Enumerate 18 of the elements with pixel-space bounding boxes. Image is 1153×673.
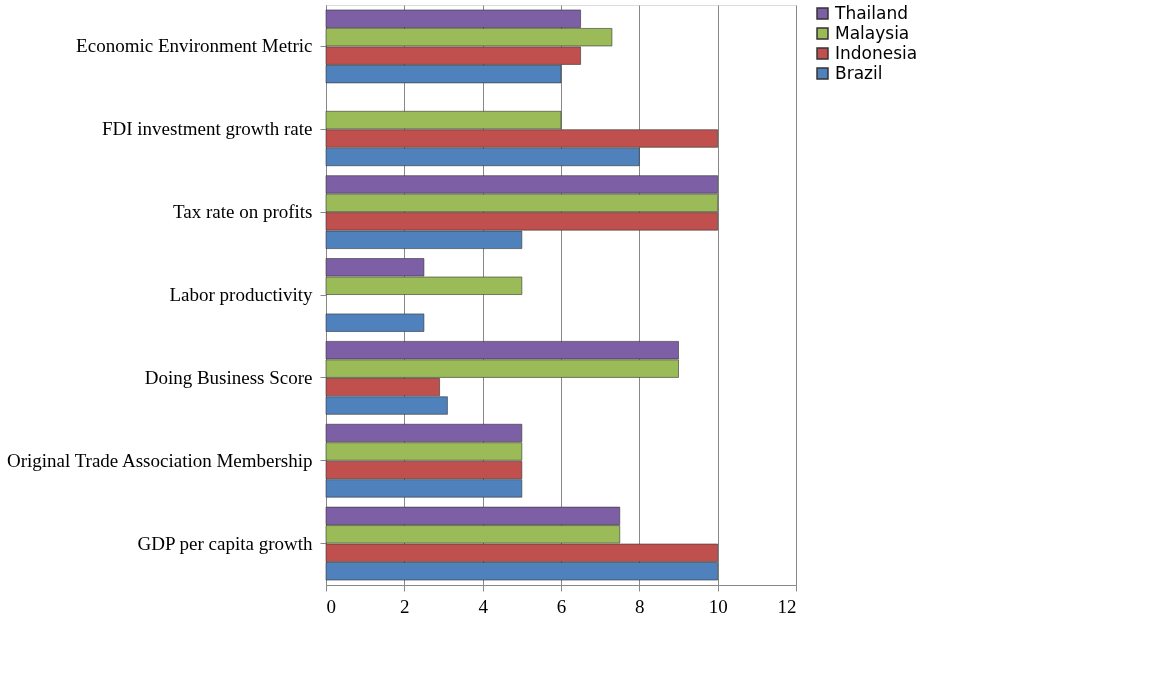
y-tick-label: GDP per capita growth bbox=[137, 532, 313, 554]
legend-label: Malaysia bbox=[835, 22, 910, 43]
x-tick-label: 4 bbox=[478, 595, 489, 617]
legend-label: Thailand bbox=[834, 2, 909, 23]
legend-label: Brazil bbox=[835, 62, 883, 83]
legend-label: Indonesia bbox=[835, 42, 918, 63]
y-tick-label: Original Trade Association Membership bbox=[6, 449, 313, 471]
x-tick-label: 12 bbox=[777, 595, 797, 617]
x-tick-label: 2 bbox=[400, 595, 410, 617]
y-tick-label: Tax rate on profits bbox=[172, 201, 313, 223]
x-tick-label: 0 bbox=[326, 595, 336, 617]
x-tick-label: 6 bbox=[556, 595, 567, 617]
x-tick-label: 10 bbox=[708, 595, 728, 617]
y-tick-label: Labor productivity bbox=[169, 284, 313, 305]
y-tick-label: FDI investment growth rate bbox=[101, 118, 313, 140]
x-tick-label: 8 bbox=[635, 595, 645, 617]
y-tick-label: Economic Environment Metric bbox=[76, 35, 313, 57]
y-tick-label: Doing Business Score bbox=[144, 366, 313, 388]
